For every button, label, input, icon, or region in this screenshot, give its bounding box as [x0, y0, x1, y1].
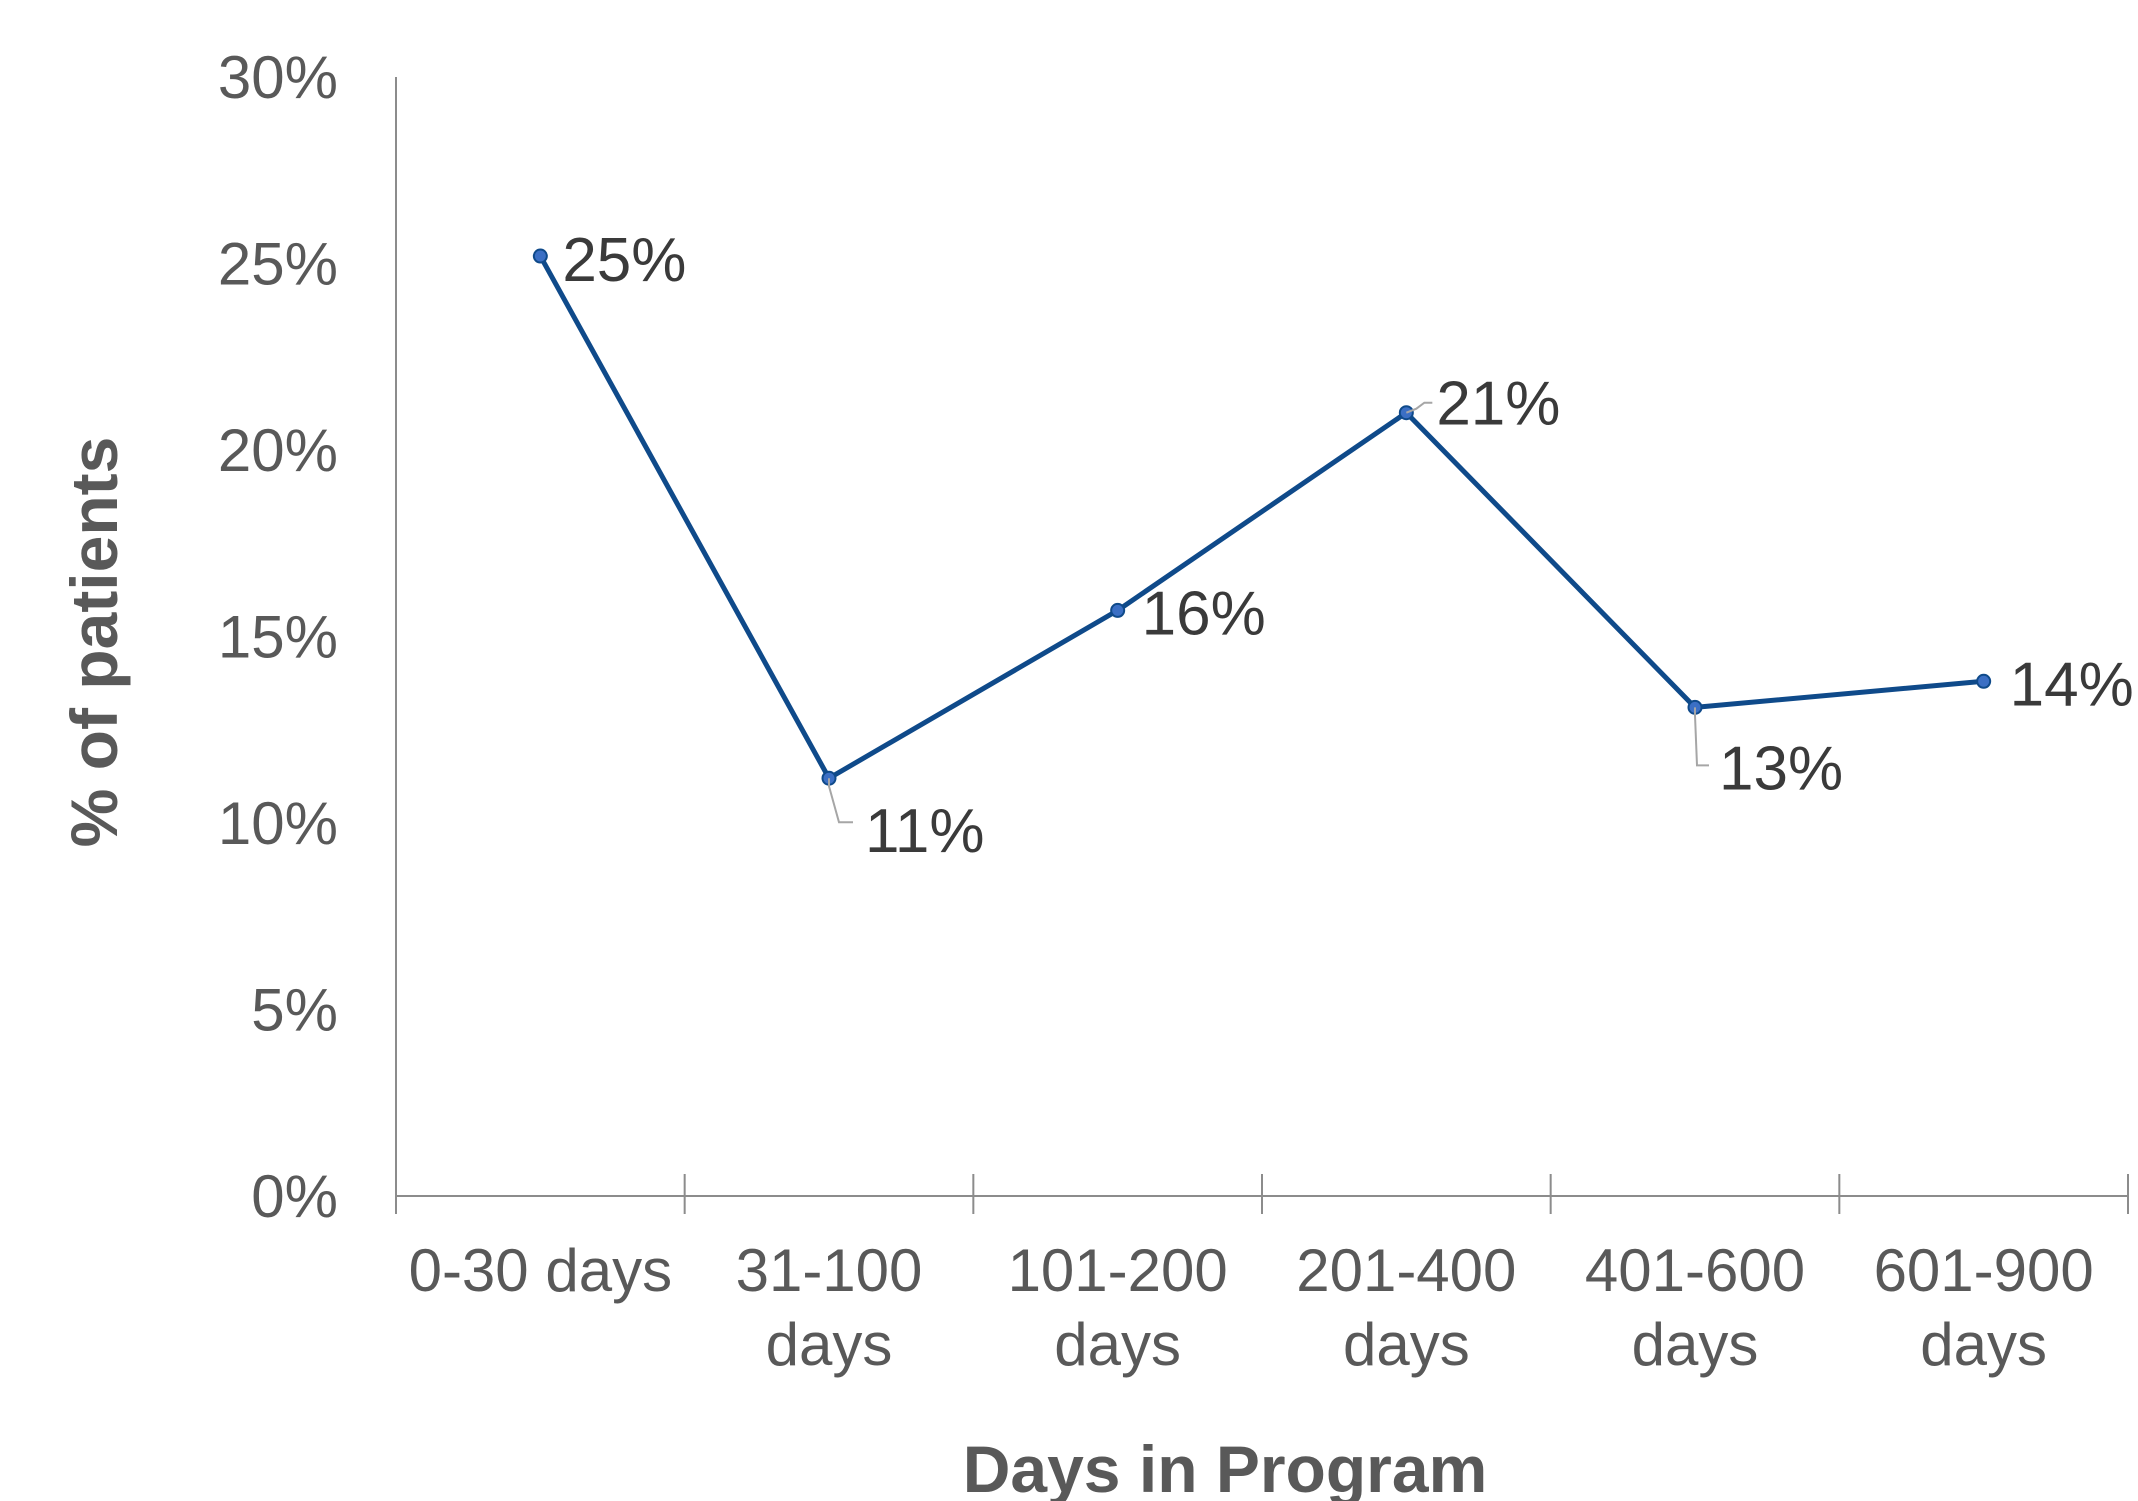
y-tick-label: 0% [251, 1163, 338, 1230]
data-label-leader [1694, 707, 1709, 767]
y-tick-label: 30% [218, 44, 338, 111]
data-label: 14% [2010, 650, 2134, 719]
data-labels: 25% 11% 16% 21% 13% 14% [562, 226, 2133, 866]
data-label-leader [828, 778, 853, 824]
y-tick-label: 20% [218, 417, 338, 484]
y-axis-title: % of patients [57, 437, 131, 848]
y-axis: 0% 5% 10% 15% 20% 25% 30% [218, 44, 397, 1230]
y-tick-label: 15% [218, 604, 338, 671]
x-axis: 0-30 days 31-100 days 101-200 days 201-400 day… [395, 1174, 2129, 1378]
x-tick-label: days [766, 1311, 893, 1378]
series-layer [532, 248, 1992, 786]
x-tick-label: 601-900 [1874, 1237, 2094, 1304]
data-label: 13% [1719, 734, 1843, 803]
x-tick-label: days [1920, 1311, 2047, 1378]
data-point [1110, 602, 1126, 618]
y-tick-label: 5% [251, 977, 338, 1044]
x-tick-label: 0-30 days [409, 1237, 673, 1304]
x-tick-label: days [1343, 1311, 1470, 1378]
x-axis-title: Days in Program [963, 1432, 1488, 1501]
data-label: 16% [1142, 579, 1266, 648]
data-point [532, 248, 548, 264]
data-label: 21% [1436, 370, 1560, 439]
x-tick-label: 31-100 [736, 1237, 923, 1304]
x-tick-label: days [1632, 1311, 1759, 1378]
y-tick-label: 25% [218, 231, 338, 298]
data-point [1976, 673, 1992, 689]
x-tick-label: 201-400 [1296, 1237, 1516, 1304]
x-tick-label: days [1054, 1311, 1181, 1378]
data-label-leader [1405, 401, 1433, 414]
y-tick-label: 10% [218, 790, 338, 857]
x-tick-label: 401-600 [1585, 1237, 1805, 1304]
series-line [537, 253, 1987, 781]
data-label: 11% [865, 797, 985, 866]
x-tick-label: 101-200 [1008, 1237, 1228, 1304]
data-label: 25% [562, 226, 686, 295]
